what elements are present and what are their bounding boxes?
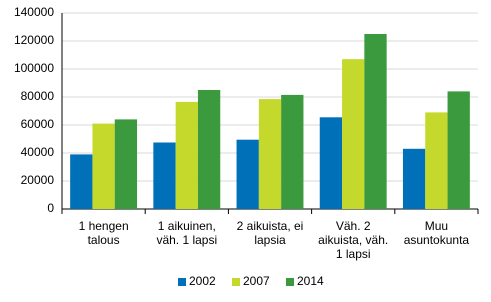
y-tick-label: 60000 (21, 117, 55, 131)
bar (197, 90, 221, 209)
legend-swatch (232, 278, 240, 286)
bar (92, 123, 115, 209)
bar (364, 34, 387, 209)
y-tick-label: 20000 (21, 173, 55, 187)
bar (425, 112, 448, 209)
x-tick-label: 2 aikuista, ei lapsia (237, 219, 304, 247)
legend-swatch (286, 278, 294, 286)
legend-label: 2002 (189, 274, 216, 288)
x-tick-label: 1 hengen talous (79, 219, 129, 247)
legend-label: 2014 (297, 274, 324, 288)
bar (70, 154, 93, 209)
y-tick-label: 80000 (21, 89, 55, 103)
legend-swatch (178, 278, 186, 286)
y-tick-label: 0 (47, 201, 54, 215)
x-tick-label: Väh. 2 aikuista, väh. 1 lapsi (318, 219, 388, 261)
x-tick-label: Muu asuntokunta (404, 219, 470, 247)
bar (258, 99, 282, 209)
x-tick-label: 1 aikuinen, väh. 1 lapsi (156, 219, 217, 247)
y-tick-label: 120000 (14, 33, 54, 47)
bar (342, 59, 365, 210)
legend-label: 2007 (243, 274, 270, 288)
bar (281, 94, 304, 209)
bar (153, 142, 176, 209)
bar (114, 119, 138, 209)
y-tick-label: 140000 (14, 5, 54, 19)
y-tick-label: 40000 (21, 145, 55, 159)
bar (175, 101, 198, 209)
bar (447, 91, 470, 209)
bar (319, 117, 343, 209)
bar (402, 148, 426, 209)
bar (236, 139, 259, 209)
y-tick-label: 100000 (14, 61, 54, 75)
